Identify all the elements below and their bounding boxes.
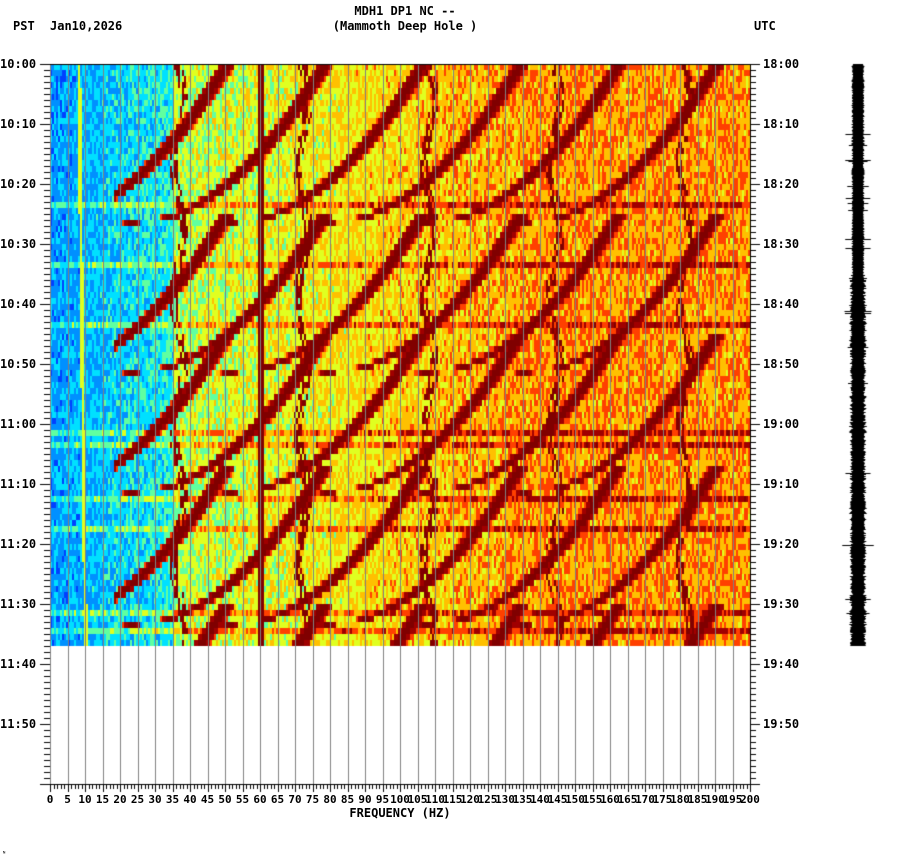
y-tick-label-utc: 18:20 [763,177,800,191]
x-tick-label: 135 [512,793,533,806]
x-tick-label: 125 [477,793,498,806]
y-tick-label-local: 11:20 [0,537,37,551]
x-tick-label: 55 [235,793,250,806]
y-tick-label-utc: 19:50 [763,717,800,731]
x-tick-label: 75 [305,793,320,806]
y-tick-label-local: 10:10 [0,117,37,131]
y-tick-label-local: 10:00 [0,57,37,71]
corner-mark: ᴺ [2,850,7,858]
x-tick-label: 115 [442,793,463,806]
x-tick-label: 0 [46,793,54,806]
x-tick-label: 5 [64,793,71,806]
x-tick-label: 40 [183,793,197,806]
y-tick-label-local: 10:20 [0,177,37,191]
y-tick-label-local: 11:00 [0,417,37,431]
y-tick-label-utc: 18:40 [763,297,800,311]
x-tick-label: 175 [652,793,673,806]
x-tick-label: 160 [600,793,620,806]
x-tick-label: 180 [670,793,690,806]
x-tick-label: 170 [635,793,655,806]
x-tick-label: 35 [165,793,180,806]
x-tick-label: 45 [200,793,215,806]
y-tick-label-utc: 19:20 [763,537,800,551]
x-tick-label: 30 [148,793,162,806]
x-tick-label: 10 [78,793,92,806]
y-tick-label-utc: 19:30 [763,597,800,611]
x-tick-label: 150 [565,793,585,806]
x-tick-label: 100 [390,793,410,806]
x-tick-label: 200 [740,793,760,806]
x-tick-label: 70 [288,793,302,806]
x-tick-label: 15 [95,793,110,806]
y-tick-label-utc: 18:10 [763,117,800,131]
y-tick-label-utc: 18:00 [763,57,800,71]
x-tick-label: 185 [687,793,708,806]
y-tick-label-local: 10:30 [0,237,37,251]
x-tick-label: 155 [582,793,603,806]
x-tick-label: 140 [530,793,550,806]
x-tick-label: 195 [722,793,743,806]
x-tick-label: 95 [375,793,390,806]
x-axis-title: FREQUENCY (HZ) [349,806,451,820]
y-tick-label-local: 11:40 [0,657,37,671]
x-tick-label: 130 [495,793,515,806]
x-tick-label: 190 [705,793,725,806]
x-tick-label: 90 [358,793,372,806]
x-tick-label: 25 [130,793,145,806]
x-tick-label: 105 [407,793,428,806]
y-tick-label-local: 11:50 [0,717,37,731]
x-tick-label: 165 [617,793,638,806]
x-tick-label: 50 [218,793,232,806]
y-tick-label-local: 11:30 [0,597,37,611]
x-tick-label: 80 [323,793,337,806]
x-tick-label: 65 [270,793,285,806]
y-tick-label-local: 10:50 [0,357,37,371]
x-tick-label: 110 [425,793,445,806]
y-tick-label-local: 11:10 [0,477,37,491]
y-tick-label-utc: 19:40 [763,657,800,671]
y-tick-label-utc: 19:10 [763,477,800,491]
x-tick-label: 60 [253,793,267,806]
x-tick-label: 85 [340,793,355,806]
x-tick-label: 120 [460,793,480,806]
y-tick-label-local: 10:40 [0,297,37,311]
y-tick-label-utc: 18:50 [763,357,800,371]
y-tick-label-utc: 19:00 [763,417,800,431]
y-tick-label-utc: 18:30 [763,237,800,251]
x-tick-label: 145 [547,793,568,806]
x-tick-label: 20 [113,793,127,806]
